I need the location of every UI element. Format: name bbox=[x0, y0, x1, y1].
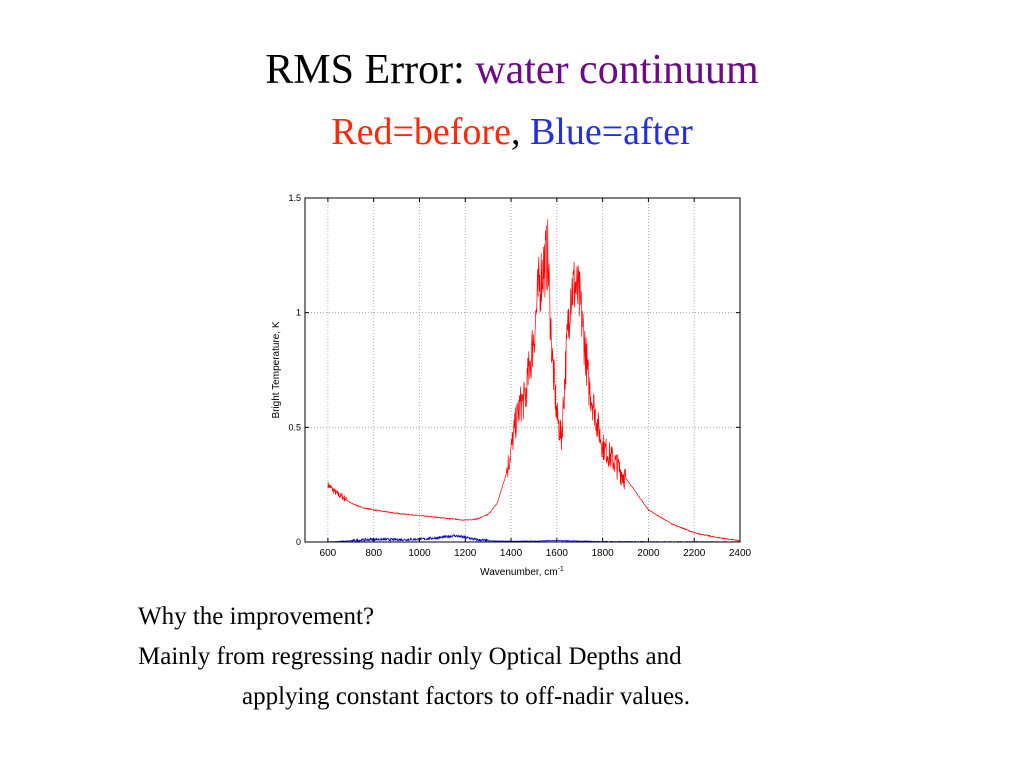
x-tick-label: 2400 bbox=[729, 548, 752, 559]
rms-error-chart: 600 800 1000 1200 1400 1600 1800 2000 2200 2400 0 0… bbox=[271, 193, 752, 578]
x-tick-label: 800 bbox=[365, 548, 382, 559]
body-line-continuation: applying constant factors to off-nadir v… bbox=[242, 683, 691, 710]
y-tick-label: 0 bbox=[296, 537, 301, 547]
x-axis-label: Wavenumber, cm-1 bbox=[480, 566, 564, 578]
subtitle-red: Red=before bbox=[331, 111, 511, 153]
x-tick-label: 600 bbox=[320, 548, 337, 559]
slide-title-highlight: water continuum bbox=[475, 47, 759, 93]
y-tick-label: 1.5 bbox=[288, 193, 301, 203]
x-tick-label: 2200 bbox=[683, 548, 706, 559]
slide-subtitle: Red=before, Blue=after bbox=[0, 108, 1024, 156]
body-line-question: Why the improvement? bbox=[138, 603, 375, 630]
subtitle-blue: Blue=after bbox=[529, 111, 693, 153]
x-tick-label: 2000 bbox=[637, 548, 660, 559]
subtitle-separator: , bbox=[510, 111, 530, 153]
x-tick-label: 1600 bbox=[546, 548, 569, 559]
series-line-red bbox=[327, 219, 741, 542]
x-tick-label: 1000 bbox=[408, 548, 431, 559]
y-tick-label: 1 bbox=[296, 308, 301, 318]
body-line-explanation: Mainly from regressing nadir only Optica… bbox=[138, 643, 682, 670]
chart-grid bbox=[305, 197, 741, 543]
plot-frame bbox=[304, 197, 741, 543]
slide-body: Why the improvement? Mainly from regress… bbox=[138, 597, 690, 717]
chart-ticks: 600 800 1000 1200 1400 1600 1800 2000 2200 2400 0 0… bbox=[288, 193, 751, 559]
y-tick-label: 0.5 bbox=[288, 422, 301, 432]
y-axis-label: Bright Temperature, K bbox=[271, 321, 282, 418]
x-tick-label: 1800 bbox=[592, 548, 615, 559]
series-line-blue bbox=[327, 534, 741, 543]
x-tick-label: 1200 bbox=[454, 548, 477, 559]
slide-title: RMS Error: water continuum bbox=[0, 44, 1024, 96]
chart-lines bbox=[327, 219, 741, 543]
x-tick-label: 1400 bbox=[500, 548, 523, 559]
slide-title-prefix: RMS Error: bbox=[265, 47, 476, 93]
